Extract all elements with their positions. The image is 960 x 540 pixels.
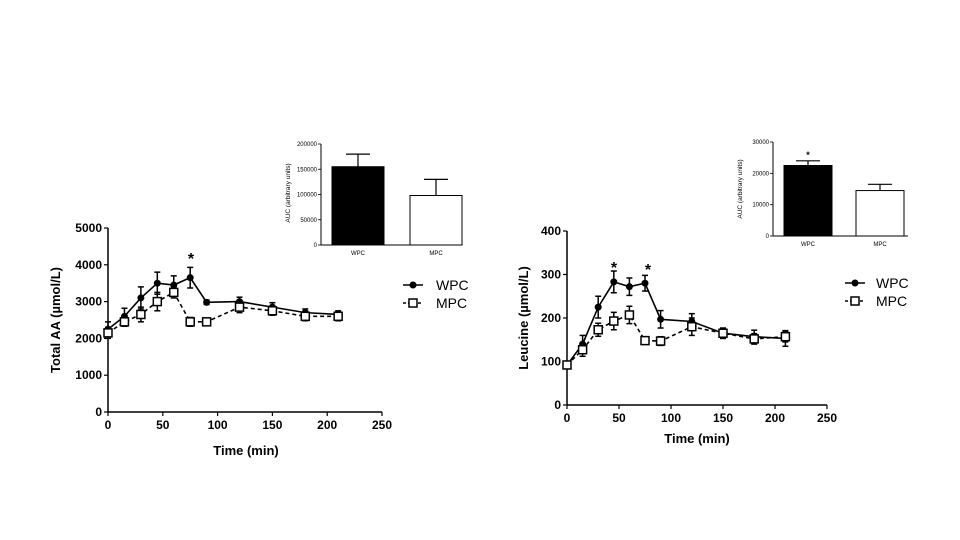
leucine-point-wpc: [594, 303, 602, 311]
total-aa-point-mpc: [234, 302, 245, 312]
legend-mpc-label: MPC: [876, 293, 907, 309]
total-aa-y-axis-label: Total AA (µmol/L): [48, 267, 63, 373]
leucine-x-tick-label: 0: [564, 411, 571, 425]
leucine-significance-star-1: *: [611, 260, 618, 277]
leucine-point-mpc: [624, 310, 635, 320]
total-aa-auc-y-label: AUC (arbitrary units): [285, 163, 292, 222]
total-aa-auc-category-label: MPC: [429, 251, 443, 257]
total-aa-chart: Total AA (µmol/L) Time (min) * WPC MPC 0…: [48, 221, 469, 458]
leucine-auc-significance-star: *: [806, 150, 810, 160]
total-aa-x-tick-label: 100: [208, 418, 228, 432]
total-aa-point-mpc: [300, 311, 311, 322]
leucine-point-wpc: [625, 283, 633, 291]
leucine-chart: Leucine (µmol/L) Time (min) * * WPC MPC …: [516, 224, 909, 446]
total-aa-x-axis-label: Time (min): [213, 443, 279, 458]
leucine-y-tick-label: 300: [541, 268, 561, 282]
leucine-point-wpc: [610, 278, 618, 286]
leucine-legend: WPC MPC: [845, 275, 909, 309]
leucine-point-mpc: [780, 331, 791, 342]
leucine-point-mpc: [687, 321, 697, 332]
total-aa-auc-y-tick-label: 0: [314, 243, 318, 249]
legend-wpc-marker: [409, 281, 417, 289]
total-aa-series-mpc-line: [107, 291, 339, 334]
total-aa-auc-bar-mpc: [409, 195, 463, 246]
total-aa-point-mpc: [152, 296, 163, 307]
total-aa-point-wpc: [153, 279, 161, 287]
total-aa-y-tick-label: 3000: [75, 295, 102, 309]
total-aa-point-mpc: [169, 287, 179, 298]
leucine-series-mpc-line: [566, 313, 786, 366]
total-aa-x-tick-label: 0: [105, 418, 112, 432]
leucine-auc-y-tick-label: 20000: [752, 171, 769, 177]
leucine-significance-star-2: *: [645, 262, 652, 279]
total-aa-y-tick-label: 1000: [75, 368, 102, 382]
total-aa-x-tick-label: 150: [262, 418, 282, 432]
leucine-auc-y-tick-label: 30000: [752, 140, 769, 146]
leucine-point-mpc: [640, 335, 650, 346]
total-aa-auc-bar-wpc: [331, 166, 385, 246]
total-aa-legend: WPC MPC: [403, 277, 469, 311]
leucine-point-mpc: [655, 336, 666, 346]
leucine-x-tick-label: 50: [612, 411, 626, 425]
leucine-x-tick-label: 100: [661, 411, 681, 425]
leucine-auc-bar-mpc: [855, 190, 905, 237]
leucine-x-tick-label: 250: [817, 411, 837, 425]
total-aa-point-wpc: [203, 298, 211, 306]
total-aa-auc-y-tick-label: 150000: [297, 167, 318, 173]
total-aa-x-tick-label: 50: [156, 418, 170, 432]
legend-mpc-marker: [850, 296, 860, 306]
leucine-point-mpc: [749, 334, 759, 344]
leucine-x-axis-label: Time (min): [664, 431, 730, 446]
leucine-point-mpc: [718, 328, 728, 338]
leucine-auc-y-tick-label: 0: [766, 234, 770, 240]
total-aa-point-wpc: [137, 294, 145, 302]
leucine-point-mpc: [593, 324, 603, 335]
total-aa-point-mpc: [185, 317, 195, 327]
total-aa-x-tick-label: 250: [372, 418, 392, 432]
total-aa-point-mpc: [201, 317, 212, 327]
total-aa-point-mpc: [333, 311, 343, 322]
total-aa-auc-y-tick-label: 100000: [297, 193, 318, 199]
leucine-point-mpc: [577, 345, 588, 355]
leucine-auc-bar-wpc: [783, 165, 833, 237]
total-aa-y-tick-label: 0: [95, 405, 102, 419]
leucine-y-tick-label: 400: [541, 224, 561, 238]
leucine-y-tick-label: 100: [541, 355, 561, 369]
leucine-x-tick-label: 200: [765, 411, 785, 425]
legend-wpc-label: WPC: [876, 275, 909, 291]
total-aa-auc-y-tick-label: 200000: [297, 142, 318, 148]
total-aa-point-mpc: [136, 309, 146, 320]
total-aa-auc-y-tick-label: 50000: [300, 218, 317, 224]
leucine-y-tick-label: 0: [554, 398, 561, 412]
total-aa-x-tick-label: 200: [317, 418, 337, 432]
total-aa-point-mpc: [119, 317, 130, 327]
leucine-y-axis-label: Leucine (µmol/L): [516, 266, 531, 370]
leucine-auc-inset: AUC (arbitrary units) * 0 10000 20000 30000…: [737, 140, 908, 248]
legend-mpc-label: MPC: [436, 295, 467, 311]
leucine-point-mpc: [562, 360, 572, 370]
leucine-y-tick-label: 200: [541, 311, 561, 325]
total-aa-y-tick-label: 2000: [75, 331, 102, 345]
legend-wpc-label: WPC: [436, 277, 469, 293]
legend-mpc-marker: [408, 298, 418, 308]
total-aa-y-tick-label: 5000: [75, 221, 102, 235]
leucine-auc-category-label: WPC: [801, 242, 816, 248]
total-aa-auc-category-label: WPC: [351, 251, 366, 257]
leucine-point-mpc: [609, 316, 619, 326]
total-aa-significance-star: *: [188, 251, 195, 268]
leucine-x-tick-label: 150: [713, 411, 733, 425]
leucine-auc-category-label: MPC: [873, 242, 887, 248]
total-aa-point-mpc: [267, 306, 278, 316]
total-aa-y-tick-label: 4000: [75, 258, 102, 272]
leucine-auc-y-tick-label: 10000: [752, 203, 769, 209]
leucine-auc-y-label: AUC (arbitrary units): [737, 159, 744, 218]
total-aa-point-mpc: [103, 328, 113, 338]
leucine-point-wpc: [641, 279, 649, 287]
total-aa-auc-inset: AUC (arbitrary units) 0 50000 100000 150000…: [285, 142, 463, 257]
total-aa-point-wpc: [186, 274, 194, 282]
legend-wpc-marker: [851, 279, 859, 287]
leucine-point-wpc: [657, 315, 665, 323]
